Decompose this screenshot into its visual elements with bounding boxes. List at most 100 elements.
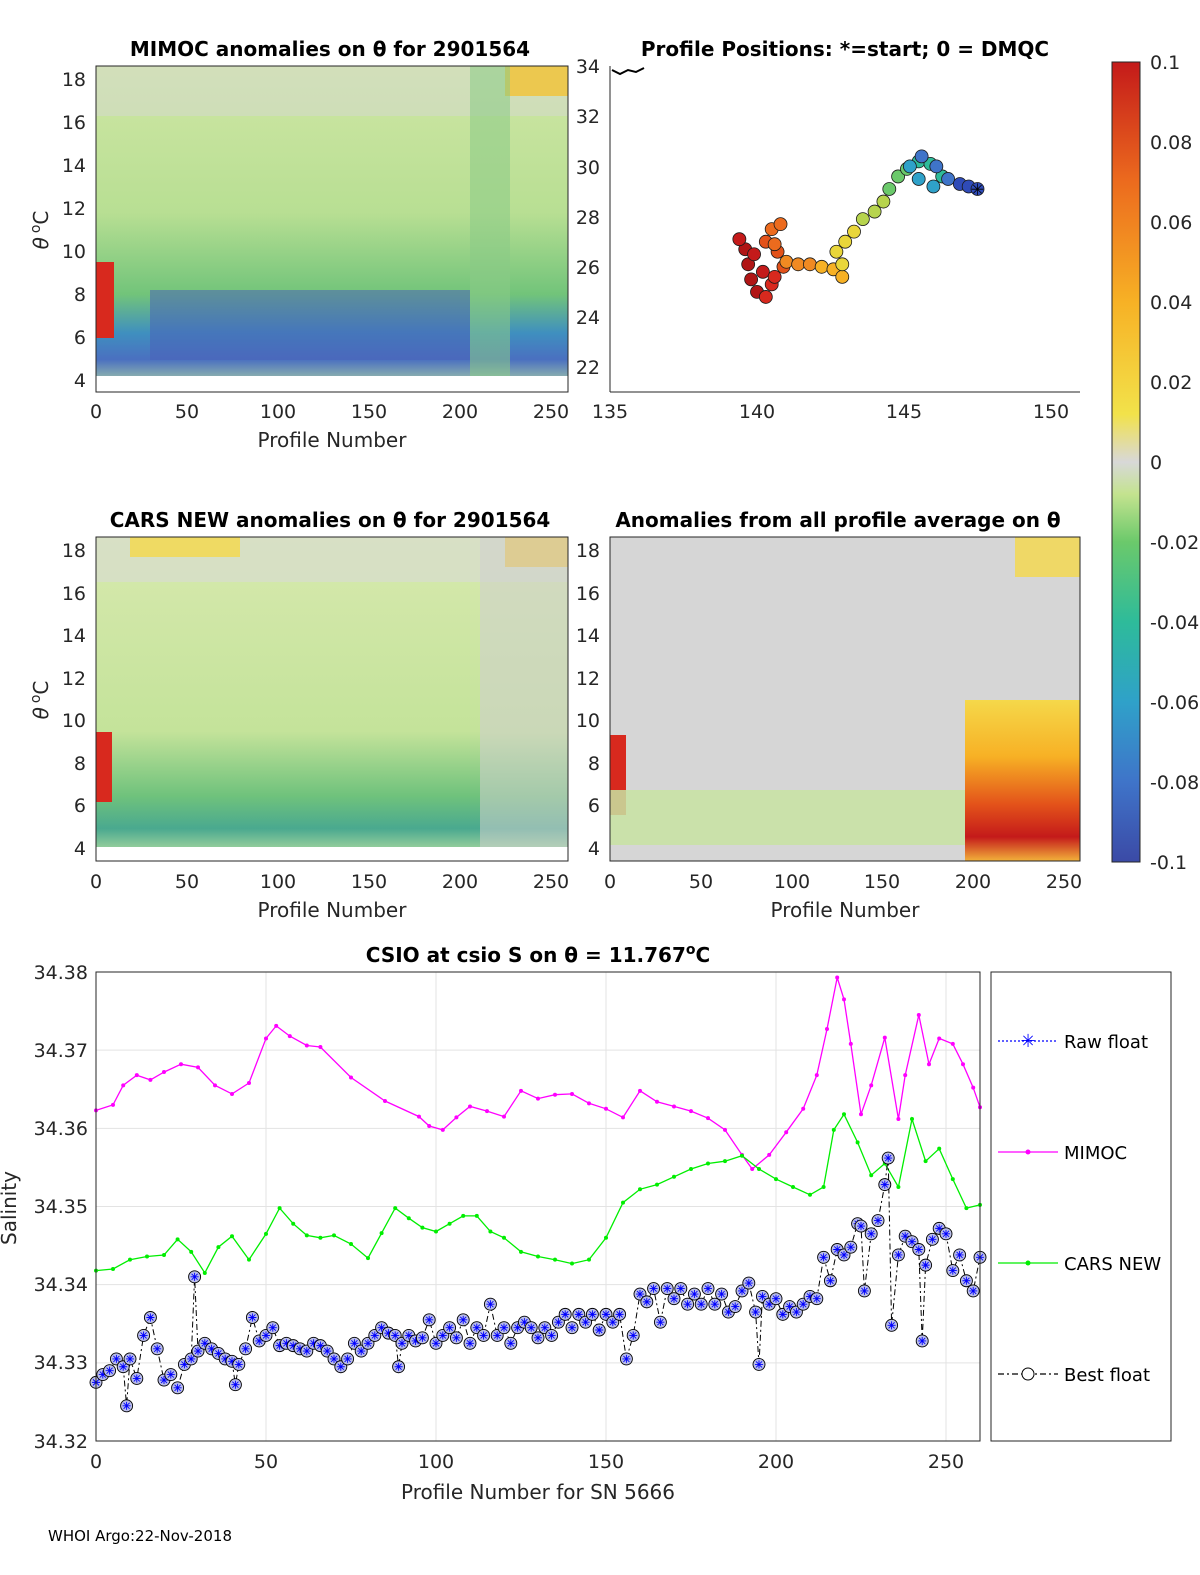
raw-float-star	[908, 1237, 916, 1246]
colorbar-tick: -0.06	[1150, 692, 1199, 714]
cars-panel-title: CARS NEW anomalies on θ for 2901564	[110, 508, 551, 532]
average-ytick: 14	[576, 625, 600, 647]
raw-float-star	[506, 1339, 515, 1348]
raw-float-star	[231, 1380, 240, 1389]
best-float-point	[966, 1284, 980, 1298]
raw-float-star	[153, 1344, 162, 1353]
average-ytick: 12	[576, 668, 600, 690]
mimoc-point	[848, 1041, 853, 1046]
cars-new-point	[519, 1249, 523, 1254]
float-position	[773, 217, 788, 232]
average-xtick: 250	[1046, 871, 1082, 893]
positions-axes	[609, 66, 1080, 393]
best-float-point	[953, 1248, 967, 1262]
sal-tick: 34.37	[34, 1040, 88, 1062]
float-position	[867, 204, 882, 219]
average-ytick: 6	[588, 795, 600, 817]
best-float-point	[891, 1248, 905, 1262]
average-xtick: 50	[689, 871, 713, 893]
best-float-point	[626, 1329, 640, 1342]
raw-float-star	[534, 1333, 542, 1342]
csio-ylabel: Salinity	[0, 1171, 21, 1245]
best-float-point	[925, 1232, 939, 1246]
mimoc-point	[349, 1075, 353, 1080]
best-float-point	[613, 1307, 627, 1321]
mimoc-ytick: 10	[62, 241, 86, 263]
raw-float-star	[894, 1250, 903, 1259]
mimoc-point	[655, 1099, 659, 1104]
raw-float-star	[755, 1360, 763, 1369]
colorbar-tick: 0.04	[1150, 292, 1192, 314]
best-float-point	[864, 1227, 878, 1241]
raw-float-star	[656, 1318, 665, 1327]
cars-xtick: 250	[533, 871, 569, 893]
mimoc-point	[916, 1012, 921, 1017]
raw-float-star	[500, 1323, 508, 1332]
sal-tick: 34.36	[34, 1118, 88, 1140]
mimoc-point	[604, 1106, 608, 1111]
cars-new-point	[145, 1254, 149, 1259]
raw-float-star	[547, 1331, 556, 1340]
cars-x-ticks: 0 50 100 150 200 250	[90, 871, 569, 893]
best-float-point	[681, 1297, 695, 1311]
raw-float-star	[683, 1300, 692, 1309]
mimoc-point	[121, 1083, 126, 1088]
cars-new-point	[950, 1177, 955, 1182]
raw-float-star	[513, 1323, 522, 1332]
mimoc-point	[621, 1115, 625, 1120]
cars-new-point	[379, 1231, 384, 1236]
raw-float-star	[588, 1310, 597, 1319]
average-warm-right	[965, 700, 1080, 861]
float-position	[902, 159, 917, 174]
float-position	[829, 244, 844, 259]
colorbar-tick: -0.02	[1150, 532, 1199, 554]
mimoc-upper-warm	[505, 66, 568, 96]
best-float-point	[524, 1321, 538, 1335]
best-float-point	[854, 1219, 868, 1233]
cars-new-point	[461, 1213, 466, 1218]
mimoc-point	[519, 1088, 523, 1093]
best-float-point	[919, 1258, 933, 1272]
mimoc-point	[247, 1080, 251, 1085]
csio-title-main: CSIO at csio S on θ = 11.767	[366, 943, 686, 967]
cars-xtick: 150	[351, 871, 387, 893]
raw-float-star	[241, 1344, 250, 1353]
legend-raw-label: Raw float	[1064, 1032, 1148, 1053]
mimoc-point	[468, 1104, 472, 1109]
best-float-point	[456, 1313, 470, 1327]
raw-float-star	[438, 1331, 447, 1340]
best-float-point	[885, 1318, 899, 1332]
best-float-point	[120, 1399, 134, 1413]
best-float-point	[130, 1372, 144, 1385]
cars-bottom-blank	[96, 847, 568, 861]
average-upper-warm	[1015, 537, 1080, 577]
raw-float-star	[200, 1339, 209, 1348]
raw-float-star	[180, 1360, 189, 1369]
mimoc-point	[689, 1109, 693, 1114]
raw-float-star	[330, 1354, 338, 1363]
cars-xtick: 200	[442, 871, 478, 893]
best-float-point	[674, 1282, 688, 1296]
raw-float-star	[411, 1336, 420, 1345]
mimoc-point	[587, 1101, 591, 1106]
cars-new-point	[896, 1184, 901, 1189]
cars-new-point	[570, 1261, 574, 1266]
best-float-point	[912, 1243, 926, 1256]
raw-float-star	[493, 1331, 502, 1340]
mimoc-xtick: 250	[533, 401, 569, 423]
mimoc-point	[485, 1109, 489, 1114]
cars-axes-box	[95, 536, 569, 862]
cars-new-point	[672, 1174, 676, 1179]
best-float-point	[392, 1360, 406, 1374]
cars-new-point	[964, 1206, 969, 1211]
average-ytick: 8	[588, 753, 600, 775]
raw-float-star	[527, 1323, 536, 1332]
best-float-point	[728, 1300, 742, 1314]
cars-new-point	[393, 1206, 398, 1211]
average-y-ticks: 18 16 14 12 10 8 6 4	[576, 540, 600, 860]
cars-new-point	[536, 1254, 540, 1259]
raw-float-star	[704, 1284, 712, 1293]
cars-ytick: 12	[62, 668, 86, 690]
profile-positions-panel: Profile Positions: *=start; 0 = DMQC ✳ 3…	[576, 37, 1080, 423]
raw-float-star	[187, 1354, 196, 1363]
